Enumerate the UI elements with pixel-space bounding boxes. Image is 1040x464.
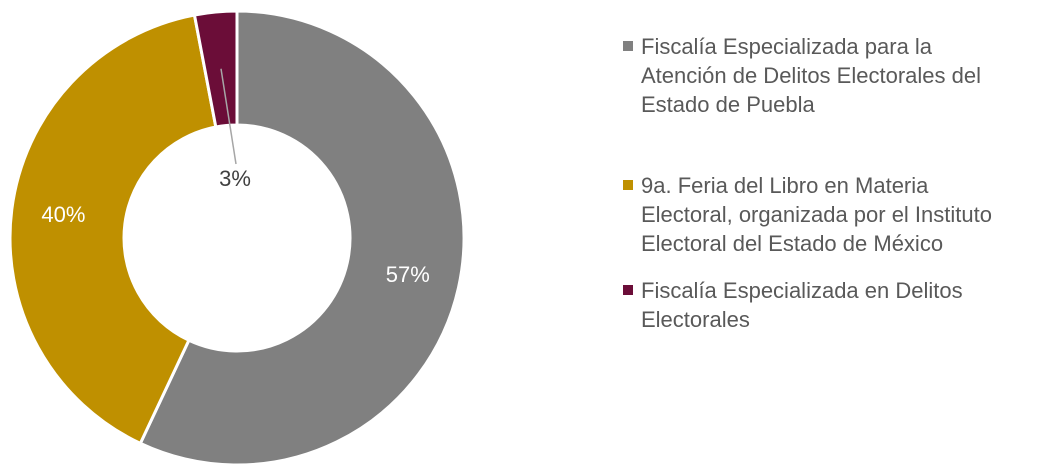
- legend-swatch: [623, 41, 633, 51]
- slice: [8, 13, 218, 446]
- data-label: 3%: [219, 166, 251, 191]
- legend-label: Fiscalía Especializada para la Atención …: [641, 34, 981, 117]
- legend-swatch: [623, 285, 633, 295]
- legend-label: Fiscalía Especializada en Delitos Electo…: [641, 278, 963, 332]
- legend-item: Fiscalía Especializada para la Atención …: [622, 32, 1022, 119]
- leader-line: [220, 68, 237, 165]
- legend-item: 9a. Feria del Libro en Materia Electoral…: [622, 171, 1022, 258]
- slice: [138, 9, 466, 464]
- legend-label: 9a. Feria del Libro en Materia Electoral…: [641, 173, 992, 256]
- legend-swatch: [623, 180, 633, 190]
- legend: Fiscalía Especializada para la Atención …: [622, 32, 1022, 386]
- data-label: 40%: [41, 202, 85, 227]
- legend-item: Fiscalía Especializada en Delitos Electo…: [622, 276, 1022, 334]
- data-label: 57%: [386, 262, 430, 287]
